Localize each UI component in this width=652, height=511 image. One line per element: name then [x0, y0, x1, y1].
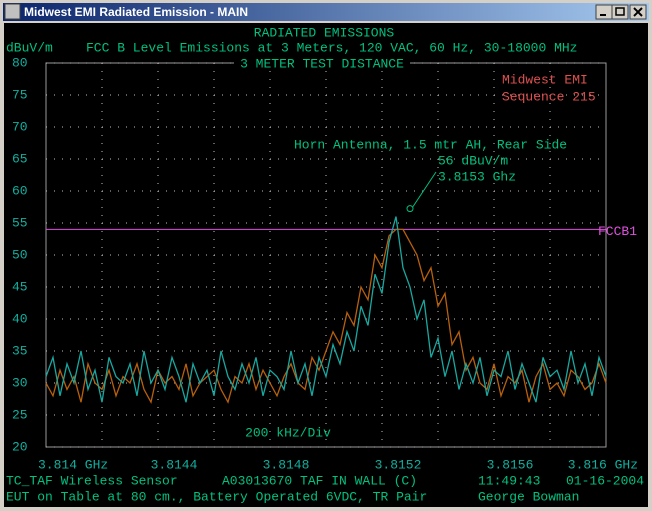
trace	[45, 216, 607, 403]
subtitle-bg	[234, 57, 410, 71]
x-tick-label: 3.8144	[151, 457, 198, 472]
marker-text: 56 dBuV/m	[438, 153, 508, 168]
x-tick-label: 3.8156	[487, 457, 534, 472]
x-tick-label: 3.8148	[263, 457, 310, 472]
chart-subtitle: 3 METER TEST DISTANCE	[240, 56, 404, 71]
limit-label: FCCB1	[598, 224, 637, 239]
y-tick-label: 80	[12, 55, 28, 70]
y-tick-label: 40	[12, 311, 28, 326]
y-tick-label: 30	[12, 375, 28, 390]
x-axis-label: 200 kHz/Div	[245, 425, 331, 440]
app-icon	[4, 3, 21, 20]
maximize-button[interactable]	[611, 4, 629, 20]
y-tick-label: 60	[12, 183, 28, 198]
y-tick-label: 65	[12, 151, 28, 166]
chart-title: RADIATED EMISSIONS	[254, 25, 395, 40]
x-tick-label: 3.8152	[375, 457, 422, 472]
y-tick-label: 45	[12, 279, 28, 294]
y-tick-label: 35	[12, 343, 28, 358]
title-bar	[3, 3, 649, 21]
footer-text: EUT on Table at 80 cm., Battery Operated…	[6, 489, 427, 504]
footer-text: TC_TAF Wireless Sensor	[6, 473, 178, 488]
y-tick-label: 20	[12, 439, 28, 454]
marker-text: 3.8153 Ghz	[438, 169, 516, 184]
y-axis-label: dBuV/m	[6, 40, 53, 55]
footer-text: 11:49:43	[478, 473, 540, 488]
peak-marker	[406, 205, 414, 213]
annotation: Midwest EMI	[502, 72, 588, 87]
close-button[interactable]	[629, 4, 647, 20]
window-title: Midwest EMI Radiated Emission - MAIN	[24, 5, 248, 19]
y-tick-label: 75	[12, 87, 28, 102]
y-tick-label: 25	[12, 407, 28, 422]
y-tick-label: 70	[12, 119, 28, 134]
footer-text: A03013670 TAF IN WALL (C)	[222, 473, 417, 488]
y-tick-label: 50	[12, 247, 28, 262]
footer-text: 01-16-2004	[566, 473, 644, 488]
trace	[45, 228, 607, 405]
annotation: Sequence 215	[502, 89, 596, 104]
minimize-button[interactable]	[595, 4, 613, 20]
x-tick-label: 3.816 GHz	[568, 457, 638, 472]
footer-text: George Bowman	[478, 489, 579, 504]
y-tick-label: 55	[12, 215, 28, 230]
x-tick-label: 3.814 GHz	[38, 457, 108, 472]
marker-text: Horn Antenna, 1.5 mtr AH, Rear Side	[294, 137, 567, 152]
chart-subtitle: FCC B Level Emissions at 3 Meters, 120 V…	[86, 40, 577, 55]
marker-leader	[412, 171, 437, 207]
